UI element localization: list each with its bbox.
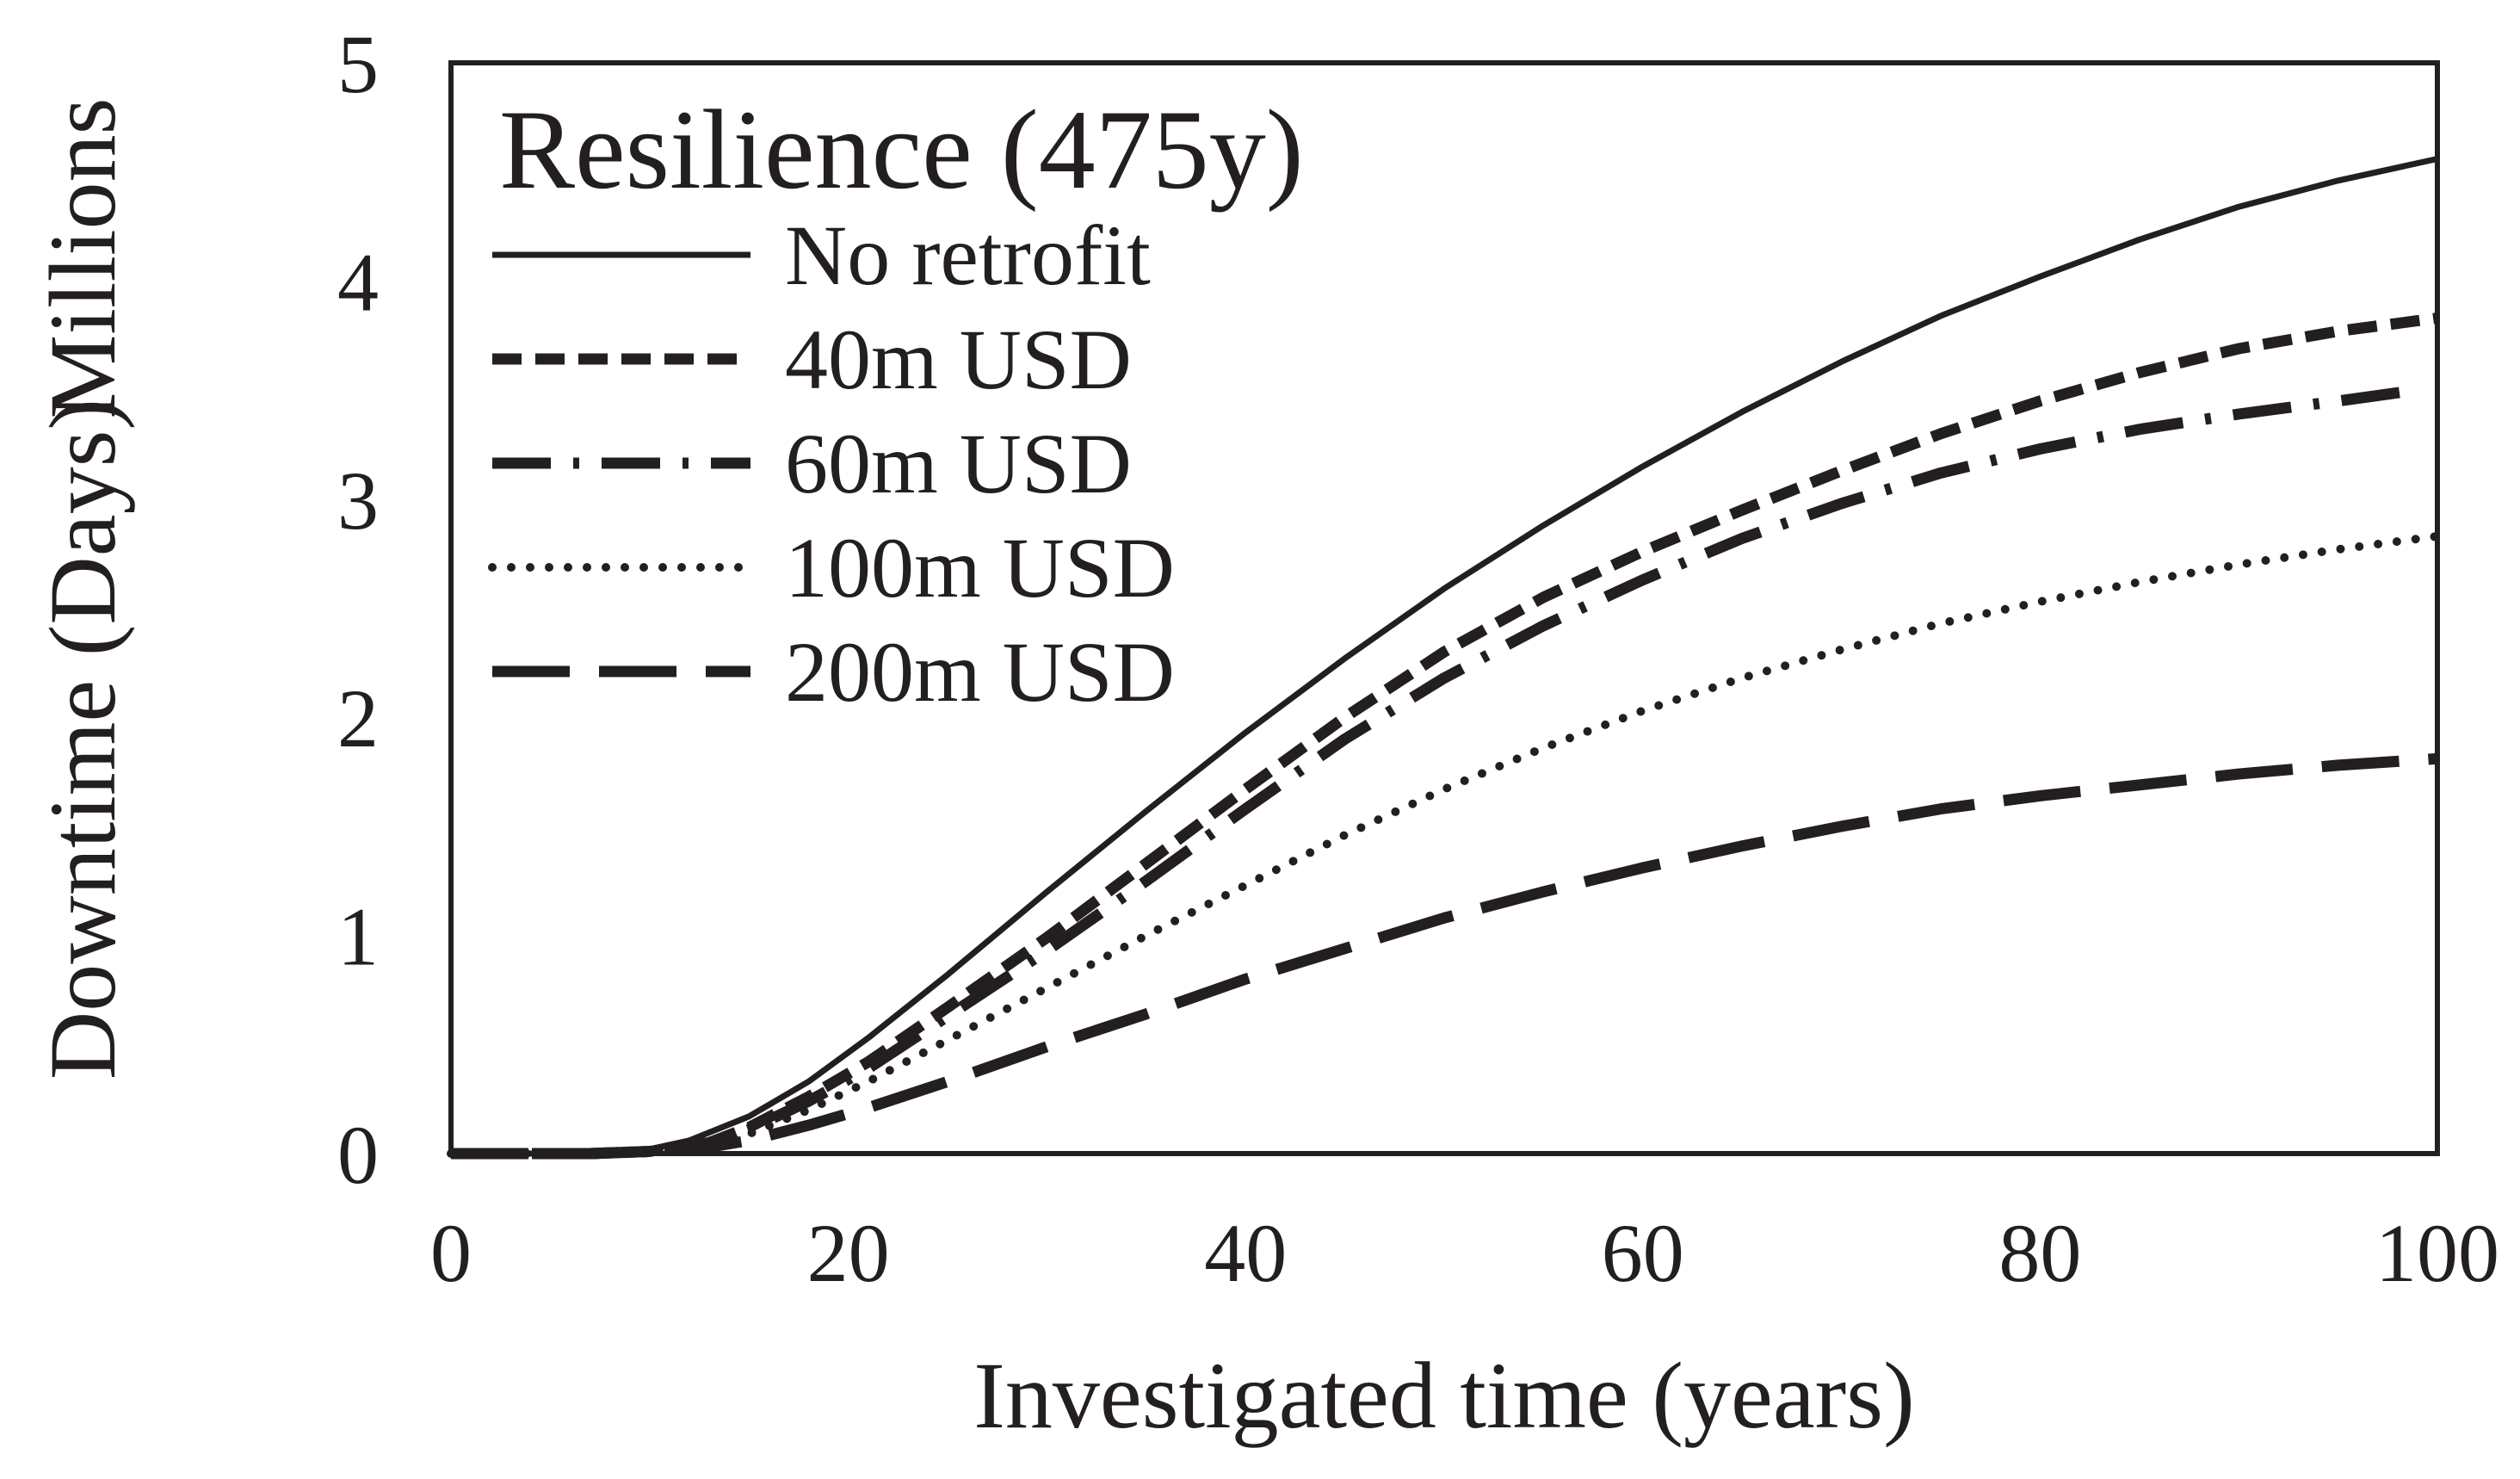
x-tick-label: 20 bbox=[807, 1207, 890, 1299]
y-axis-title: Downtime (Days) bbox=[30, 399, 135, 1080]
legend-title: Resilience (475y) bbox=[499, 86, 1304, 213]
legend-label-3: 100m USD bbox=[785, 520, 1175, 616]
y-axis-title-group: Downtime (Days) Millions bbox=[30, 98, 135, 1080]
series-line-1 bbox=[451, 313, 2438, 1160]
legend-label-0: No retrofit bbox=[785, 207, 1151, 303]
series-line-3 bbox=[447, 531, 2442, 1158]
x-tick-label: 60 bbox=[1602, 1207, 1684, 1299]
y-tick-label: 4 bbox=[337, 236, 379, 328]
x-tick-label: 100 bbox=[2375, 1207, 2499, 1299]
y-tick-label: 2 bbox=[337, 672, 379, 764]
legend-label-2: 60m USD bbox=[785, 416, 1132, 511]
y-axis-unit-label: Millions bbox=[30, 98, 135, 419]
x-axis-title: Investigated time (years) bbox=[973, 1343, 1914, 1448]
x-tick-label: 80 bbox=[1998, 1207, 2081, 1299]
series-line-4 bbox=[451, 752, 2438, 1160]
y-tick-label: 1 bbox=[337, 891, 379, 983]
series-line-2 bbox=[451, 384, 2418, 1160]
legend-label-1: 40m USD bbox=[785, 312, 1132, 407]
series-line-0 bbox=[451, 156, 2438, 1157]
y-tick-label: 0 bbox=[337, 1109, 379, 1201]
x-tick-label: 40 bbox=[1204, 1207, 1287, 1299]
legend-label-4: 200m USD bbox=[785, 624, 1175, 720]
y-tick-label: 5 bbox=[337, 18, 379, 110]
tick-labels: 0 20 40 60 80 100 0 1 2 3 4 5 bbox=[337, 18, 2499, 1299]
x-tick-label: 0 bbox=[430, 1207, 472, 1299]
plot-area-frame bbox=[448, 60, 2440, 1156]
y-tick-label: 3 bbox=[337, 455, 379, 547]
series-lines bbox=[447, 156, 2442, 1160]
